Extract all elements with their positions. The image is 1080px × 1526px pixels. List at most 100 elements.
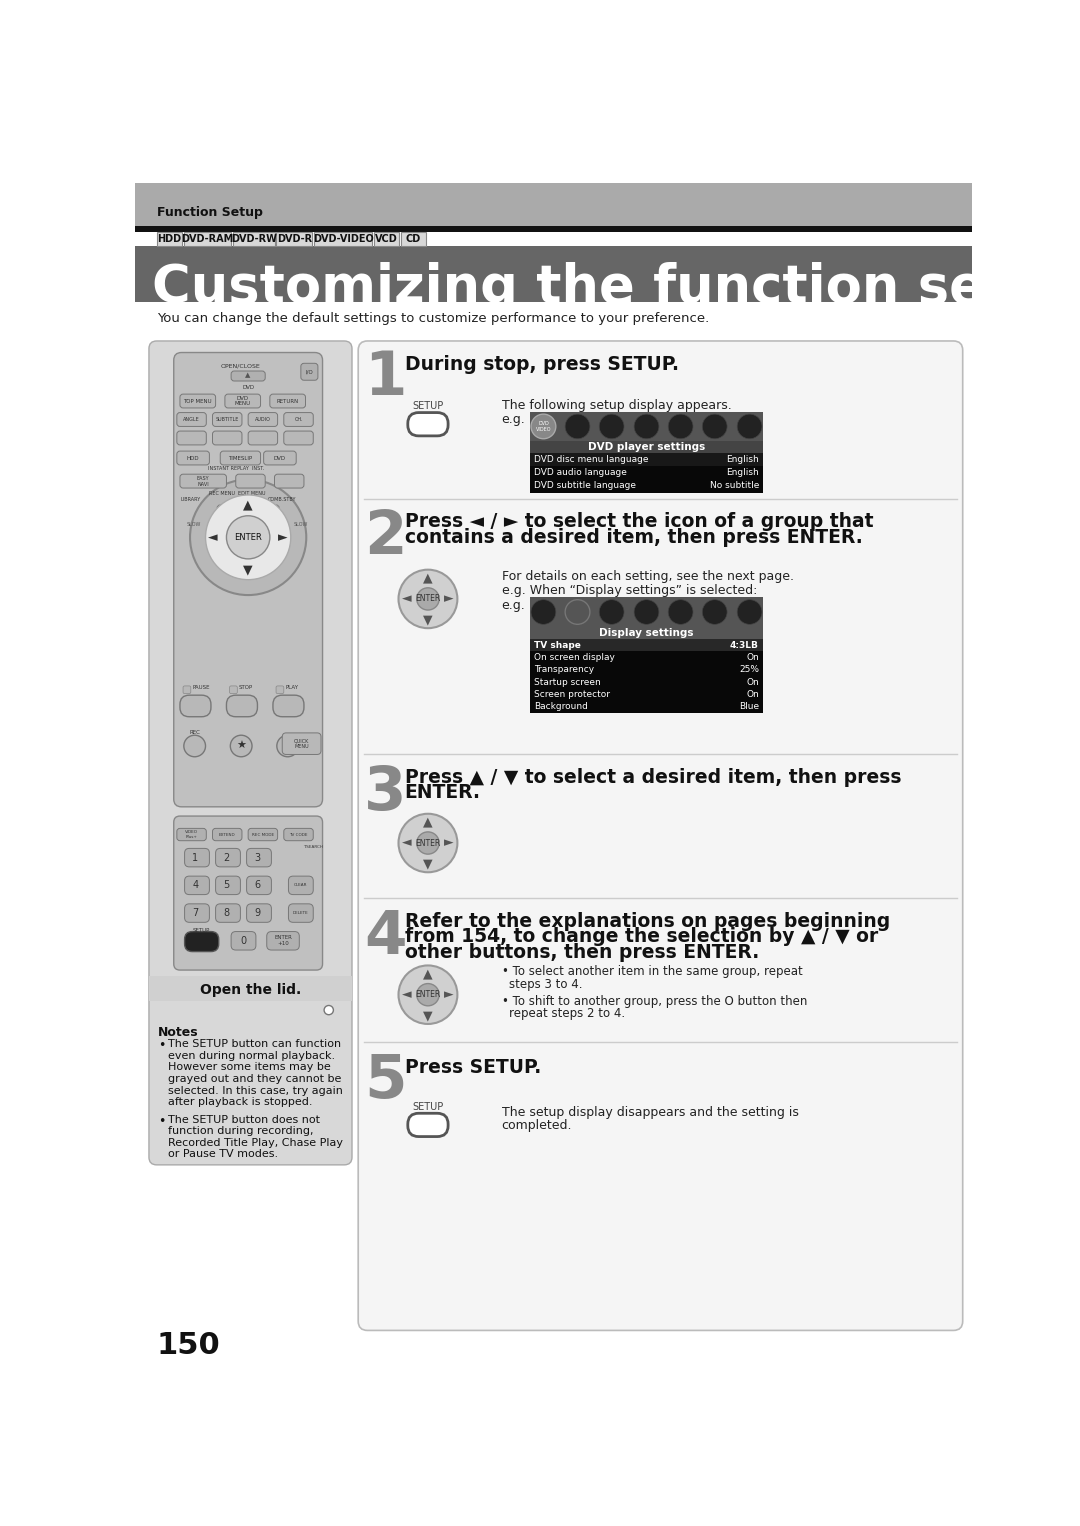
Text: The SETUP button does not: The SETUP button does not xyxy=(167,1116,320,1125)
Text: ▲: ▲ xyxy=(423,571,433,584)
Text: SETUP: SETUP xyxy=(413,401,444,410)
Text: DVD subtitle language: DVD subtitle language xyxy=(535,481,636,490)
FancyBboxPatch shape xyxy=(180,696,211,717)
FancyBboxPatch shape xyxy=(408,1114,448,1137)
Circle shape xyxy=(205,494,291,580)
Circle shape xyxy=(227,516,270,559)
Circle shape xyxy=(230,736,252,757)
FancyBboxPatch shape xyxy=(235,475,266,488)
Text: ▲: ▲ xyxy=(243,499,253,511)
Text: ◄: ◄ xyxy=(208,531,218,543)
Text: SUBTITLE: SUBTITLE xyxy=(216,417,239,423)
Text: ►: ► xyxy=(444,989,454,1001)
Text: English: English xyxy=(726,468,759,478)
Text: ENTER.: ENTER. xyxy=(405,783,481,803)
Circle shape xyxy=(669,414,693,439)
FancyBboxPatch shape xyxy=(213,430,242,446)
Text: DVD-R: DVD-R xyxy=(276,235,312,244)
Text: 4: 4 xyxy=(364,908,407,966)
FancyBboxPatch shape xyxy=(213,829,242,841)
Text: QUICK
MENU: QUICK MENU xyxy=(294,739,309,749)
Text: SETUP: SETUP xyxy=(193,928,211,932)
FancyBboxPatch shape xyxy=(284,430,313,446)
Text: The following setup display appears.: The following setup display appears. xyxy=(501,398,731,412)
Text: Refer to the explanations on pages beginning: Refer to the explanations on pages begin… xyxy=(405,911,890,931)
Text: 6: 6 xyxy=(255,881,260,890)
FancyBboxPatch shape xyxy=(217,505,245,517)
FancyBboxPatch shape xyxy=(252,505,279,517)
Circle shape xyxy=(531,600,556,624)
Text: TOP MENU: TOP MENU xyxy=(184,398,212,403)
Text: You can change the default settings to customize performance to your preference.: You can change the default settings to c… xyxy=(157,313,708,325)
Text: 1: 1 xyxy=(364,348,407,407)
Text: Open the lid.: Open the lid. xyxy=(200,983,301,996)
Text: 4: 4 xyxy=(192,881,199,890)
Bar xyxy=(530,652,762,664)
Text: grayed out and they cannot be: grayed out and they cannot be xyxy=(167,1074,341,1083)
Text: ENTER: ENTER xyxy=(416,595,441,603)
Text: DVD-VIDEO: DVD-VIDEO xyxy=(313,235,374,244)
FancyBboxPatch shape xyxy=(288,903,313,922)
Circle shape xyxy=(599,600,624,624)
Text: I/O: I/O xyxy=(306,369,313,374)
FancyBboxPatch shape xyxy=(220,452,260,465)
Circle shape xyxy=(399,813,458,873)
Text: ANGLE: ANGLE xyxy=(184,417,200,423)
Text: TV shape: TV shape xyxy=(535,641,581,650)
Bar xyxy=(530,676,762,688)
Text: ▲: ▲ xyxy=(245,372,251,378)
Circle shape xyxy=(399,966,458,1024)
Text: 3: 3 xyxy=(255,853,260,862)
Text: SLOW: SLOW xyxy=(186,522,201,526)
Bar xyxy=(232,232,274,246)
FancyBboxPatch shape xyxy=(246,903,271,922)
Bar xyxy=(157,232,183,246)
Text: HDD: HDD xyxy=(158,235,181,244)
Circle shape xyxy=(738,600,762,624)
FancyBboxPatch shape xyxy=(231,931,256,951)
Text: DVD-RW: DVD-RW xyxy=(231,235,276,244)
FancyBboxPatch shape xyxy=(185,931,218,952)
Text: LIBRARY: LIBRARY xyxy=(180,497,201,502)
Text: For details on each setting, see the next page.: For details on each setting, see the nex… xyxy=(501,569,794,583)
FancyBboxPatch shape xyxy=(177,430,206,446)
Text: The SETUP button can function: The SETUP button can function xyxy=(167,1039,340,1050)
FancyBboxPatch shape xyxy=(216,903,241,922)
Bar xyxy=(530,664,762,676)
FancyBboxPatch shape xyxy=(284,829,313,841)
Circle shape xyxy=(702,600,727,624)
Bar xyxy=(374,232,400,246)
Circle shape xyxy=(184,736,205,757)
Text: Press SETUP.: Press SETUP. xyxy=(405,1058,541,1077)
Bar xyxy=(401,232,426,246)
Text: REC: REC xyxy=(189,729,200,736)
Circle shape xyxy=(531,414,556,439)
Text: STOP: STOP xyxy=(239,685,253,690)
FancyBboxPatch shape xyxy=(246,876,271,894)
Text: contains a desired item, then press ENTER.: contains a desired item, then press ENTE… xyxy=(405,528,863,546)
Text: e.g.: e.g. xyxy=(501,598,525,612)
Text: 8: 8 xyxy=(224,908,230,919)
Text: or Pause TV modes.: or Pause TV modes. xyxy=(167,1149,278,1160)
Circle shape xyxy=(634,414,659,439)
Text: On: On xyxy=(746,690,759,699)
Text: REC MODE: REC MODE xyxy=(252,833,274,836)
Text: T.SEARCH: T.SEARCH xyxy=(303,845,323,850)
Text: PAUSE: PAUSE xyxy=(192,685,210,690)
FancyBboxPatch shape xyxy=(149,340,352,1164)
FancyBboxPatch shape xyxy=(284,412,313,426)
Bar xyxy=(530,700,762,713)
Text: TV CODE: TV CODE xyxy=(289,833,308,836)
Text: ▲: ▲ xyxy=(423,815,433,829)
Text: HDD: HDD xyxy=(187,455,200,461)
Text: REC MENU  EDIT MENU: REC MENU EDIT MENU xyxy=(210,491,266,496)
Text: COMB.STBY: COMB.STBY xyxy=(268,497,297,502)
FancyBboxPatch shape xyxy=(216,848,241,867)
FancyBboxPatch shape xyxy=(177,412,206,426)
FancyBboxPatch shape xyxy=(267,931,299,951)
Bar xyxy=(530,639,762,652)
Text: ▼: ▼ xyxy=(423,858,433,870)
Text: INSTANT REPLAY  INST.: INSTANT REPLAY INST. xyxy=(207,467,264,472)
Text: 9: 9 xyxy=(255,908,260,919)
FancyBboxPatch shape xyxy=(230,685,238,694)
